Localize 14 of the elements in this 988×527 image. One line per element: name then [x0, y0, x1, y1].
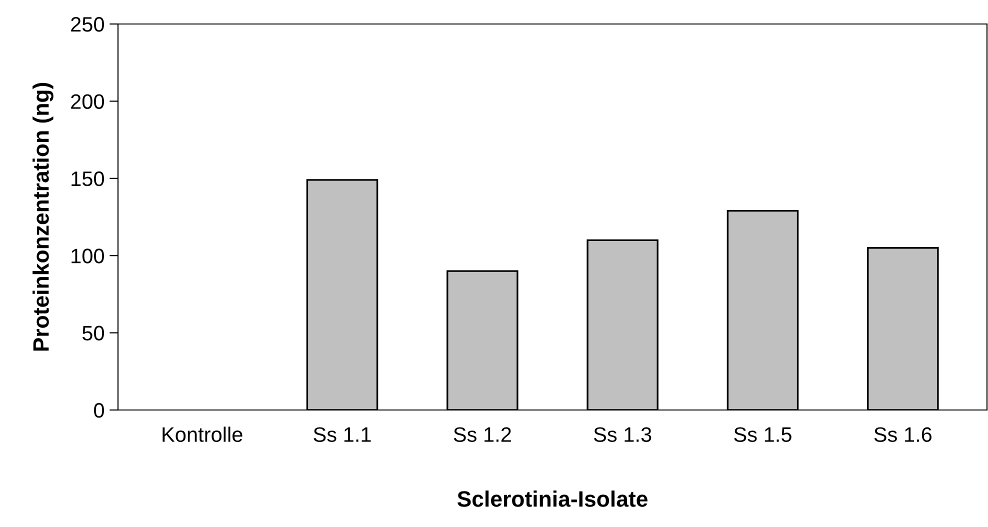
y-tick-label: 0	[94, 403, 104, 418]
x-axis-title: Sclerotinia-Isolate	[457, 490, 648, 507]
x-tick-label: Ss 1.6	[874, 427, 932, 442]
y-tick-label: 250	[71, 17, 104, 32]
y-axis-title: Proteinkonzentration (ng)	[32, 82, 54, 351]
x-tick-label: Ss 1.3	[594, 427, 652, 442]
y-tick-label: 200	[71, 94, 104, 109]
x-tick-label: Ss 1.5	[734, 427, 792, 442]
y-tick-label: 50	[82, 326, 104, 341]
x-tick-label: Kontrolle	[162, 426, 242, 442]
y-tick-label: 150	[72, 171, 104, 186]
y-tick-label: 100	[72, 248, 104, 264]
x-tick-label: Ss 1.2	[454, 427, 511, 442]
x-tick-label: Ss 1.1	[314, 427, 371, 442]
